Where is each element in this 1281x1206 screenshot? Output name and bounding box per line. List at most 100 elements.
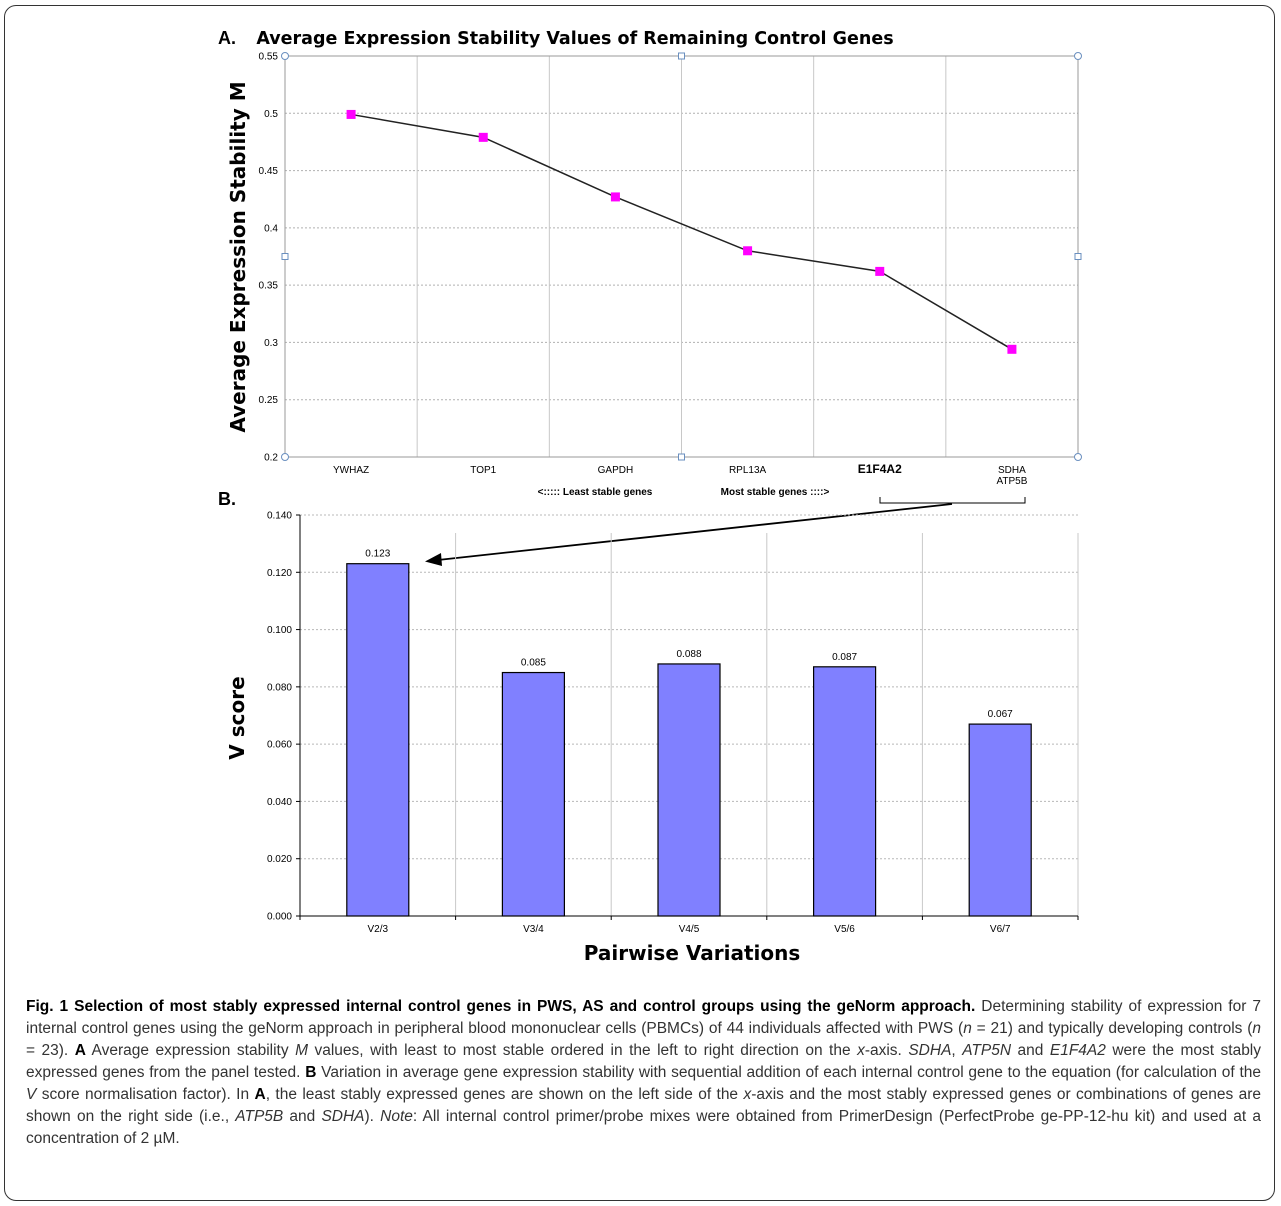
x-tick-label: V4/5	[679, 924, 700, 935]
data-label: 0.123	[365, 549, 390, 560]
caption-italic: SDHA	[908, 1042, 952, 1059]
caption-segment: and	[1011, 1042, 1050, 1059]
panel-b-bars	[346, 563, 1032, 917]
figure-chart-area: A. Average Expression Stability Values o…	[218, 28, 1082, 965]
data-point	[478, 132, 488, 142]
x-tick-label: V6/7	[990, 924, 1011, 935]
y-tick-label: 0.2	[264, 453, 278, 464]
caption-segment: ,	[951, 1042, 963, 1059]
caption-italic: SDHA	[321, 1108, 365, 1125]
data-point	[875, 266, 885, 276]
caption-italic: x	[743, 1086, 752, 1103]
caption-italic: ATP5N	[962, 1042, 1012, 1059]
caption-segment: values, with least to most stable ordere…	[308, 1042, 858, 1059]
x-tick-label: ATP5B	[996, 476, 1027, 487]
arrow-line	[437, 503, 953, 561]
corner-handle	[281, 453, 289, 461]
x-tick-label: V2/3	[368, 924, 389, 935]
y-tick-label: 0.25	[259, 395, 279, 406]
data-label: 0.088	[676, 649, 701, 660]
caption-segment: -axis.	[864, 1042, 909, 1059]
y-tick-label: 0.5	[264, 109, 278, 120]
corner-handle	[281, 52, 289, 60]
panel-b-label: B.	[218, 489, 236, 509]
caption-italic: V	[26, 1086, 37, 1103]
x-tick-label: SDHA	[998, 465, 1026, 476]
caption-italic: M	[295, 1042, 308, 1059]
panel-a-title: Average Expression Stability Values of R…	[256, 29, 893, 49]
x-tick-label: GAPDH	[598, 465, 634, 476]
x-tick-label: E1F4A2	[858, 462, 902, 476]
panel-a-selection-handles	[281, 52, 1082, 461]
y-tick-label: 0.4	[264, 223, 278, 234]
y-tick-label: 0.040	[267, 797, 292, 808]
panel-b-x-axis-label: Pairwise Variations	[584, 941, 801, 965]
caption-italic: x	[857, 1042, 865, 1059]
edge-handle	[678, 453, 685, 461]
bar	[346, 563, 410, 917]
y-tick-label: 0.000	[267, 912, 292, 923]
panel-b-bar-chart: B. V score Pairwise Variations 0.000 0.02…	[218, 489, 1079, 965]
bar	[812, 666, 877, 917]
caption-italic: n	[963, 1020, 972, 1037]
y-tick-label: 0.100	[267, 625, 292, 636]
caption-text: Fig. 1 Selection of most stably expresse…	[26, 996, 1261, 1150]
caption-segment: Determining stability of expression for …	[26, 998, 1261, 1037]
y-tick-label: 0.45	[259, 166, 279, 177]
y-tick-label: 0.3	[264, 338, 278, 349]
most-stable-bracket	[879, 497, 1026, 504]
caption-segment: = 21) and typically developing controls …	[971, 1020, 1253, 1037]
panel-a-y-axis-label: Average Expression Stability M	[226, 81, 250, 432]
bar	[501, 671, 565, 917]
caption-segment: Variation in average gene expression sta…	[316, 1064, 1261, 1081]
edge-handle	[281, 253, 289, 260]
caption-italic: n	[1252, 1020, 1261, 1037]
caption-segment: Average expression stability	[85, 1042, 296, 1059]
x-tick-label: V5/6	[834, 924, 855, 935]
edge-handle	[678, 52, 685, 60]
data-point	[610, 192, 620, 202]
panel-b-y-tick-labels: 0.000 0.020 0.040 0.060 0.080 0.100 0.120 0.140	[267, 511, 300, 923]
bar	[657, 663, 721, 917]
corner-handle	[1074, 453, 1082, 461]
least-stable-annotation: <::::: Least stable genes	[538, 487, 653, 498]
series-line	[350, 113, 1013, 350]
y-tick-label: 0.060	[267, 740, 292, 751]
caption-italic: ATP5B	[235, 1108, 284, 1125]
y-tick-label: 0.140	[267, 511, 292, 522]
figure-frame	[4, 5, 1275, 1201]
panel-a-label: A.	[218, 28, 236, 48]
data-label: 0.085	[521, 658, 546, 669]
caption-segment: = 23).	[26, 1042, 75, 1059]
y-tick-label: 0.35	[259, 281, 279, 292]
panel-a-line-chart: A. Average Expression Stability Values o…	[218, 28, 1082, 504]
data-point	[743, 246, 753, 256]
data-label: 0.087	[832, 652, 857, 663]
caption-segment: -axis and the most stably expressed gene…	[26, 1086, 1262, 1125]
caption-segment: were the most stably expressed genes fro…	[26, 1042, 1262, 1081]
x-tick-label: YWHAZ	[333, 465, 369, 476]
panel-a-gridlines	[284, 55, 1079, 458]
caption-italic: Note	[380, 1108, 413, 1125]
caption-segment: : All internal control primer/probe mixe…	[26, 1108, 1261, 1147]
arrow-head	[425, 553, 442, 566]
most-stable-annotation: Most stable genes ::::>	[721, 487, 830, 498]
edge-handle	[1074, 253, 1082, 260]
x-tick-label: V3/4	[523, 924, 544, 935]
caption-title: Fig. 1 Selection of most stably expresse…	[26, 998, 976, 1015]
caption-italic: E1F4A2	[1049, 1042, 1106, 1059]
bar	[968, 723, 1032, 917]
x-tick-label: TOP1	[470, 465, 496, 476]
data-point	[1007, 344, 1017, 354]
panel-b-y-axis-label: V score	[225, 676, 249, 759]
y-tick-label: 0.020	[267, 854, 292, 865]
panel-a-y-tick-labels: 0.2 0.25 0.3 0.35 0.4 0.45 0.5 0.55	[259, 52, 279, 464]
caption-bold: A	[254, 1086, 266, 1103]
figure-caption: Fig. 1 Selection of most stably expresse…	[26, 996, 1261, 1150]
connector-arrow	[425, 503, 953, 566]
caption-bold: A	[74, 1042, 86, 1059]
caption-bold: B	[305, 1064, 317, 1081]
y-tick-label: 0.55	[259, 52, 279, 63]
data-label: 0.067	[988, 709, 1013, 720]
